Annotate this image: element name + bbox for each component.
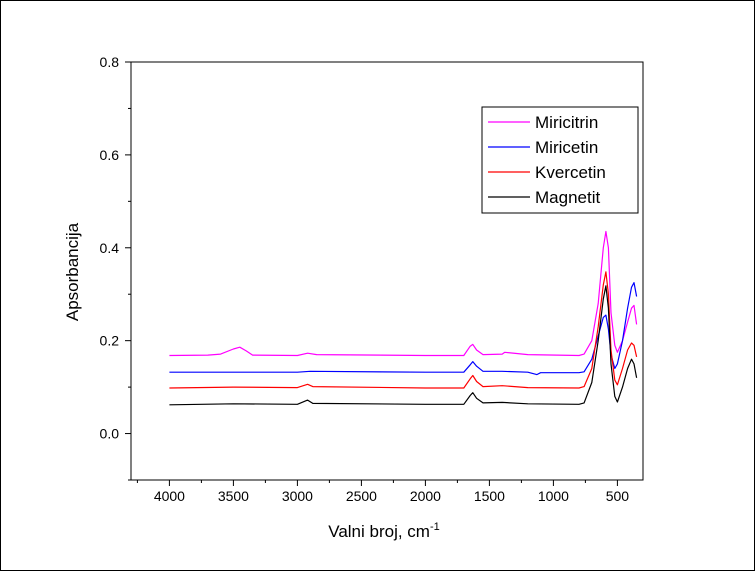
x-axis-title-text: Valni broj, cm — [328, 522, 430, 541]
legend-label-kvercetin: Kvercetin — [535, 163, 606, 182]
legend-label-magnetit: Magnetit — [535, 188, 600, 207]
legend-box — [481, 106, 639, 214]
x-tick-label-1500: 1500 — [474, 488, 505, 504]
y-tick-label-0.6: 0.6 — [100, 147, 120, 163]
x-tick-label-3500: 3500 — [218, 488, 249, 504]
plot-area — [169, 230, 638, 406]
y-tick-label-0.8: 0.8 — [100, 54, 120, 70]
x-tick-label-500: 500 — [606, 488, 630, 504]
x-tick-label-4000: 4000 — [154, 488, 185, 504]
y-tick-label-0.0: 0.0 — [100, 426, 120, 442]
legend-label-miricetin: Miricetin — [535, 138, 598, 157]
x-axis-title-superscript: -1 — [430, 521, 440, 533]
y-axis-title: Apsorbancija — [63, 222, 82, 321]
x-axis-title: Valni broj, cm-1 — [328, 521, 440, 541]
series-line-magnetit — [169, 285, 638, 406]
x-tick-label-2000: 2000 — [410, 488, 441, 504]
legend: Miricitrin Miricetin Kvercetin Magnetit — [481, 106, 639, 214]
y-tick-label-0.2: 0.2 — [100, 333, 120, 349]
series-line-kvercetin — [169, 271, 638, 389]
legend-label-miricitrin: Miricitrin — [535, 113, 598, 132]
series-line-miricitrin — [169, 230, 638, 357]
x-tick-label-3000: 3000 — [282, 488, 313, 504]
axes: 4000 3500 3000 2500 2000 1500 1000 500 0.0 0.2 0.4… — [100, 54, 644, 504]
series-line-miricetin — [169, 282, 638, 376]
x-tick-label-2500: 2500 — [346, 488, 377, 504]
x-tick-label-1000: 1000 — [538, 488, 569, 504]
y-tick-label-0.4: 0.4 — [100, 240, 120, 256]
plot-border — [130, 61, 644, 481]
